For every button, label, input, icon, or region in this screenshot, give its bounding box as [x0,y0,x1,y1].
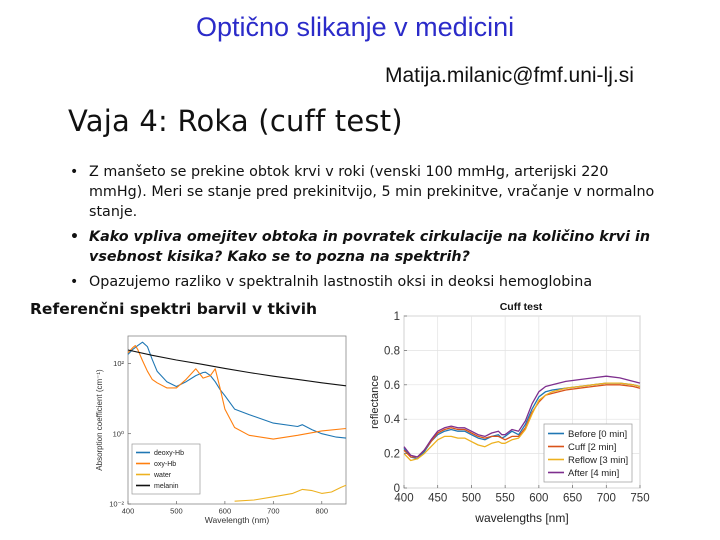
x-tick-label: 700 [597,493,616,505]
bullet-text: Opazujemo razliko v spektralnih lastnost… [89,274,593,290]
legend-label: Before [0 min] [568,429,627,440]
bullet-item: • Kako vpliva omejitev obtoka in povrate… [68,227,668,267]
series-line-melanin [127,349,347,387]
legend-label: After [4 min] [568,468,619,479]
legend-label: water [153,472,172,479]
cuff-test-chart: Cuff test 400 450 500 550 600 650 700 750 0 0.2 0.… [369,301,650,525]
bullet-text: Kako vpliva omejitev obtoka in povratek … [89,229,651,265]
legend-label: Cuff [2 min] [568,442,616,453]
series-line-oxy-hb [127,345,347,440]
series-line-cuff-2-min [403,384,641,458]
y-tick-label: 0.4 [384,414,401,426]
bullet-dot: • [70,229,79,245]
series-line-deoxy-hb [127,341,347,439]
y-tick-label: 1 [394,311,400,323]
x-tick-label: 550 [496,493,515,505]
bullet-item: • Z manšeto se prekine obtok krvi v roki… [68,162,668,222]
x-tick-label: 750 [630,493,649,505]
x-tick-label: 650 [563,493,582,505]
bullet-dot: • [70,164,79,180]
absorption-x-axis-label: Wavelength (nm) [205,515,270,525]
x-tick-label: 400 [122,507,135,516]
x-tick-label: 400 [394,493,413,505]
header-title: Optično slikanje v medicini [196,12,515,42]
cuff-y-axis-label: reflectance [369,375,381,429]
y-tick-label: 0.6 [384,380,400,392]
legend-label: Reflow [3 min] [568,455,628,466]
legend-label: deoxy-Hb [154,450,184,457]
series-line-water [234,484,347,502]
y-tick-label: 10² [113,359,124,368]
x-tick-label: 700 [267,507,280,516]
y-tick-label: 0.2 [384,449,400,461]
x-tick-label: 600 [219,507,232,516]
x-tick-label: 500 [170,507,183,516]
x-tick-label: 800 [316,507,329,516]
header-email: Matija.milanic@fmf.uni-lj.si [385,64,634,87]
bullet-text: Z manšeto se prekine obtok krvi v roki (… [89,164,655,220]
y-tick-label: 0 [394,483,400,495]
series-line-after-4-min [403,375,641,458]
x-tick-label: 600 [529,493,548,505]
absorption-y-axis-label: Absorption coefficient (cm⁻¹) [95,369,104,471]
cuff-test-chart-title: Cuff test [500,301,543,313]
bullet-list: • Z manšeto se prekine obtok krvi v roki… [68,162,668,297]
series-line-reflow-3-min [403,382,641,462]
cuff-x-axis-label: wavelengths [nm] [474,511,568,525]
bullet-dot: • [70,274,79,290]
y-tick-label: 0.8 [384,345,400,357]
legend-label: melanin [154,483,179,490]
y-tick-label: 10⁻² [109,500,124,509]
slide-title: Vaja 4: Roka (cuff test) [68,104,403,138]
x-tick-label: 500 [462,493,481,505]
absorption-spectra-chart: 400 500 600 700 800 10² 10⁰ 10⁻² deoxy-Hb oxy-Hb… [95,335,347,525]
x-tick-label: 450 [428,493,447,505]
left-figure-title: Referenčni spektri barvil v tkivih [30,300,318,318]
bullet-item: • Opazujemo razliko v spektralnih lastno… [68,272,668,292]
y-tick-label: 10⁰ [113,429,124,438]
legend-label: oxy-Hb [154,461,176,468]
